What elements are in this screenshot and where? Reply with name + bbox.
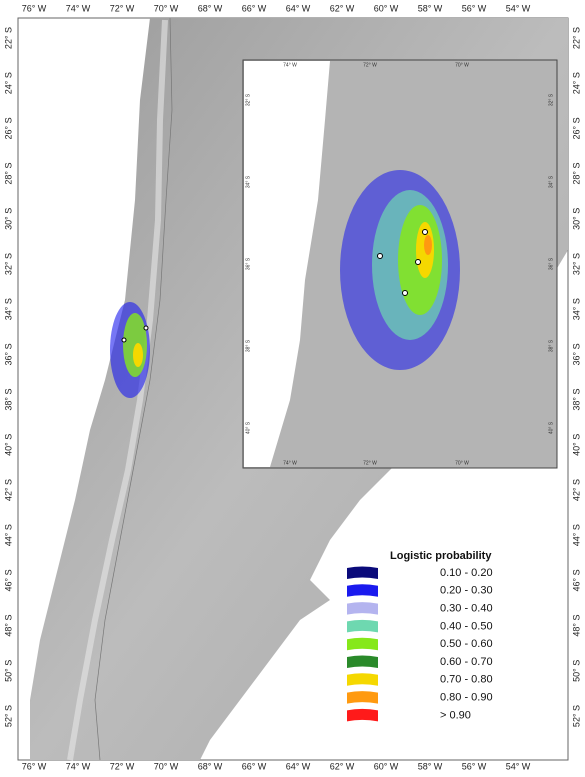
left-axis-label: 44° S [3,524,13,546]
top-axis-label: 70° W [154,3,179,13]
left-axis-label: 36° S [3,343,13,365]
bottom-axis-label: 64° W [286,761,311,771]
bottom-axis-label: 66° W [242,761,267,771]
left-axis-label: 32° S [3,253,13,275]
left-axis-label: 26° S [3,117,13,139]
right-axis-label: 34° S [571,298,581,320]
top-axis-label: 62° W [330,3,355,13]
legend-swatch [347,638,378,651]
top-axis-label: 68° W [198,3,223,13]
legend-swatch [347,673,378,686]
left-axis-label: 24° S [3,72,13,94]
bottom-axis-label: 56° W [462,761,487,771]
right-axis-label: 46° S [571,569,581,591]
inset-top-label: 74° W [283,62,297,68]
legend-label: 0.30 - 0.40 [440,603,493,615]
bottom-axis-label: 62° W [330,761,355,771]
bottom-axis-label: 68° W [198,761,223,771]
inset-bottom-label: 74° W [283,460,297,466]
top-axis-label: 56° W [462,3,487,13]
legend-label: > 0.90 [440,709,471,721]
inset-left-label: 38° S [245,339,251,352]
right-axis-label: 32° S [571,253,581,275]
right-axis-label: 52° S [571,705,581,727]
top-axis-label: 58° W [418,3,443,13]
left-axis-label: 48° S [3,615,13,637]
legend-swatch [347,656,378,669]
legend-label: 0.40 - 0.50 [440,620,493,632]
top-axis-label: 72° W [110,3,135,13]
legend-label: 0.60 - 0.70 [440,656,493,668]
top-axis-label: 66° W [242,3,267,13]
inset-left-label: 32° S [245,93,251,106]
left-axis-label: 34° S [3,298,13,320]
bottom-axis-label: 72° W [110,761,135,771]
bottom-axis-label: 76° W [22,761,47,771]
left-axis-label: 50° S [3,660,13,682]
heat-main [110,302,150,398]
legend-swatch [347,567,378,580]
bottom-axis-label: 70° W [154,761,179,771]
bottom-axis-label: 54° W [506,761,531,771]
inset-top-label: 70° W [455,62,469,68]
left-axis-label: 46° S [3,569,13,591]
legend-title: Logistic probability [390,550,492,562]
inset-left-label: 34° S [245,175,251,188]
legend-label: 0.80 - 0.90 [440,692,493,704]
legend-swatch [347,620,378,633]
bottom-axis-label: 74° W [66,761,91,771]
right-axis-label: 50° S [571,660,581,682]
legend-label: 0.10 - 0.20 [440,567,493,579]
map: Logistic probability 76° W 74° W 72° W 70° … [0,0,585,772]
inset-right-label: 36° S [548,257,554,270]
right-axis-label: 28° S [571,163,581,185]
bottom-axis-label: 60° W [374,761,399,771]
heat-inset [340,170,460,370]
inset-right-label: 34° S [548,175,554,188]
inset-bottom-label: 72° W [363,460,377,466]
right-axis-label: 24° S [571,72,581,94]
legend-label: 0.70 - 0.80 [440,674,493,686]
right-axis-label: 26° S [571,117,581,139]
legend-swatch [347,602,378,615]
right-axis-label: 30° S [571,208,581,230]
right-axis-label: 38° S [571,389,581,411]
left-axis-label: 38° S [3,389,13,411]
left-axis-label: 42° S [3,479,13,501]
right-axis-label: 40° S [571,434,581,456]
top-axis-label: 64° W [286,3,311,13]
left-axis-label: 52° S [3,705,13,727]
inset-left-label: 40° S [245,421,251,434]
legend-swatch [347,584,378,597]
inset-right-label: 38° S [548,339,554,352]
top-axis-label: 54° W [506,3,531,13]
legend-swatch [347,709,378,722]
inset-left-label: 36° S [245,257,251,270]
right-axis-label: 44° S [571,524,581,546]
top-axis-label: 74° W [66,3,91,13]
left-axis-label: 40° S [3,434,13,456]
left-axis-label: 30° S [3,208,13,230]
left-axis-label: 22° S [3,27,13,49]
page: {"map":{ "top_axis":["76° W","74° W","72… [0,0,585,772]
bottom-axis-label: 58° W [418,761,443,771]
top-axis-label: 60° W [374,3,399,13]
legend-label: 0.20 - 0.30 [440,585,493,597]
left-axis-label: 28° S [3,163,13,185]
legend-swatch [347,691,378,704]
inset-right-label: 32° S [548,93,554,106]
inset-bottom-label: 70° W [455,460,469,466]
right-axis-label: 36° S [571,343,581,365]
legend-label: 0.50 - 0.60 [440,638,493,650]
right-axis-label: 42° S [571,479,581,501]
right-axis-label: 48° S [571,615,581,637]
top-axis-label: 76° W [22,3,47,13]
right-axis-label: 22° S [571,27,581,49]
inset-right-label: 40° S [548,421,554,434]
inset-top-label: 72° W [363,62,377,68]
